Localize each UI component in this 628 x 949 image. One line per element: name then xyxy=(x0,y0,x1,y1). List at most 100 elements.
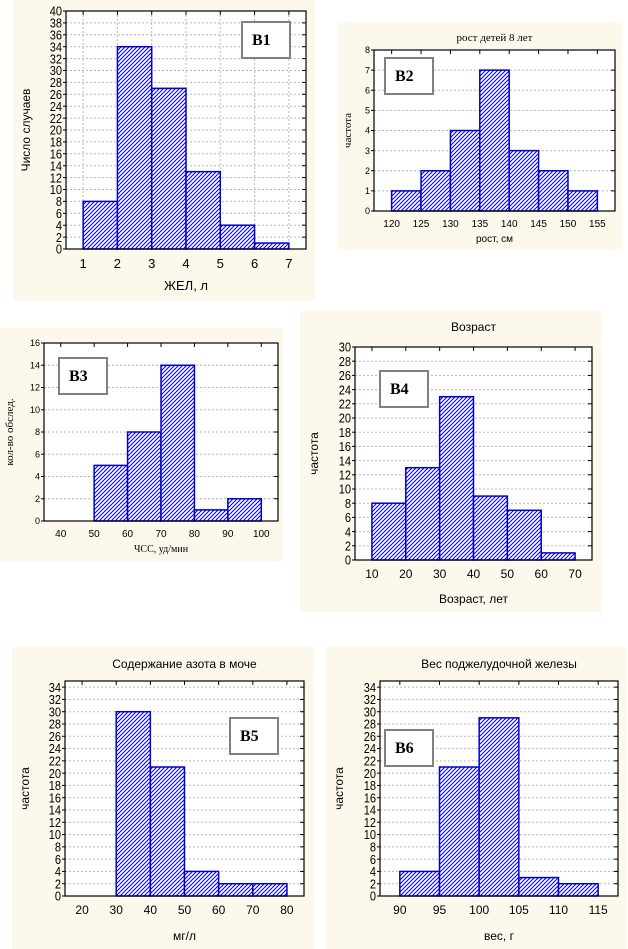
histogram-bar xyxy=(449,129,481,212)
y-tick-label: 12 xyxy=(30,383,40,393)
y-tick-label: 0 xyxy=(365,206,370,216)
y-tick-label: 0 xyxy=(345,553,351,568)
y-tick-label: 20 xyxy=(50,123,63,138)
chart-title: Содержание азота в моче xyxy=(112,657,257,671)
y-tick-label: 8 xyxy=(56,194,62,209)
y-tick-label: 16 xyxy=(49,791,62,806)
x-tick-label: 90 xyxy=(222,529,234,540)
y-tick-label: 26 xyxy=(339,368,352,383)
y-tick-label: 6 xyxy=(55,852,61,867)
histogram-bar xyxy=(183,870,220,897)
y-tick-label: 6 xyxy=(35,449,40,459)
y-tick-label: 34 xyxy=(49,680,62,695)
chart-id-box xyxy=(229,717,279,755)
y-tick-label: 30 xyxy=(49,705,62,720)
y-tick-label: 16 xyxy=(339,439,352,454)
histogram-bar xyxy=(479,69,510,212)
chart-b2: 0 1 2 3 4 5 6 7 8 120 125 130 135 140 145 150 155 рост де… xyxy=(342,32,616,245)
y-tick-label: 8 xyxy=(345,496,351,511)
y-tick-label: 4 xyxy=(55,864,61,879)
y-tick-label: 14 xyxy=(339,453,352,468)
chart-id-box xyxy=(379,370,429,408)
histogram-bar xyxy=(149,766,186,897)
x-axis-label: Возраст, лет xyxy=(439,592,509,606)
histogram-bar xyxy=(508,149,540,212)
y-tick-label: 22 xyxy=(339,397,352,412)
y-tick-label: 7 xyxy=(365,65,370,75)
x-tick-label: 7 xyxy=(285,256,292,271)
x-tick-label: 105 xyxy=(509,903,529,917)
histogram-bar xyxy=(506,509,542,561)
y-tick-label: 36 xyxy=(50,28,63,43)
y-tick-label: 4 xyxy=(345,524,351,539)
y-tick-label: 12 xyxy=(364,815,377,830)
histogram-bar xyxy=(371,502,407,561)
x-tick-label: 40 xyxy=(467,567,481,581)
y-tick-label: 12 xyxy=(50,170,63,185)
y-tick-label: 6 xyxy=(370,852,376,867)
y-tick-label: 6 xyxy=(365,85,370,95)
chart-title: рост детей 8 лет xyxy=(457,32,533,44)
x-tick-label: 4 xyxy=(182,256,189,271)
y-tick-label: 4 xyxy=(370,864,376,879)
y-tick-label: 5 xyxy=(365,106,370,116)
y-tick-label: 12 xyxy=(49,815,62,830)
x-tick-label: 90 xyxy=(393,903,407,917)
y-tick-label: 2 xyxy=(345,539,351,554)
y-tick-label: 26 xyxy=(49,729,62,744)
x-tick-label: 95 xyxy=(433,903,447,917)
y-tick-label: 28 xyxy=(49,717,62,732)
y-tick-label: 38 xyxy=(50,16,63,31)
y-tick-label: 10 xyxy=(364,827,377,842)
x-tick-label: 145 xyxy=(530,219,547,230)
histogram-bar xyxy=(252,882,288,897)
histogram-bar xyxy=(93,464,129,522)
histogram-bar xyxy=(82,200,119,250)
y-tick-label: 10 xyxy=(50,182,63,197)
x-tick-label: 125 xyxy=(413,219,430,230)
x-tick-label: 100 xyxy=(253,529,270,540)
x-tick-label: 60 xyxy=(535,567,549,581)
y-tick-label: 22 xyxy=(50,111,63,126)
histogram-bar xyxy=(438,766,480,897)
chart-title: Вес поджелудочной железы xyxy=(421,657,577,671)
y-tick-label: 22 xyxy=(364,754,377,769)
y-tick-label: 0 xyxy=(35,516,40,526)
x-tick-label: 50 xyxy=(178,903,192,917)
y-tick-label: 4 xyxy=(56,218,62,233)
y-tick-label: 20 xyxy=(339,411,352,426)
y-tick-label: 12 xyxy=(339,468,352,483)
histogram-bar xyxy=(518,876,560,897)
x-tick-label: 110 xyxy=(549,903,568,917)
chart-id-box xyxy=(58,357,108,395)
y-tick-label: 34 xyxy=(50,40,63,55)
histogram-bar xyxy=(253,242,290,250)
y-tick-label: 34 xyxy=(364,680,377,695)
x-axis-label: ЧСС, уд/мин xyxy=(134,544,189,555)
x-tick-label: 40 xyxy=(55,529,67,540)
histogram-bar xyxy=(399,870,441,897)
y-tick-label: 18 xyxy=(339,425,352,440)
y-tick-label: 32 xyxy=(50,51,63,66)
y-axis-label: частота xyxy=(307,432,321,475)
x-tick-label: 2 xyxy=(114,256,121,271)
histogram-bar xyxy=(160,364,196,522)
y-tick-label: 2 xyxy=(56,230,62,245)
x-tick-label: 60 xyxy=(122,529,134,540)
y-tick-label: 16 xyxy=(30,338,40,348)
y-tick-label: 16 xyxy=(50,147,63,162)
y-tick-label: 24 xyxy=(50,99,63,114)
y-axis-label: частота xyxy=(342,113,354,148)
y-tick-label: 22 xyxy=(49,754,62,769)
histogram-bar xyxy=(115,710,152,897)
y-tick-label: 1 xyxy=(365,186,370,196)
histogram-bar xyxy=(193,509,229,522)
y-tick-label: 10 xyxy=(49,827,62,842)
chart-id-box xyxy=(384,729,434,767)
y-tick-label: 32 xyxy=(364,692,377,707)
histogram-bar xyxy=(126,431,162,522)
y-tick-label: 10 xyxy=(30,405,40,415)
